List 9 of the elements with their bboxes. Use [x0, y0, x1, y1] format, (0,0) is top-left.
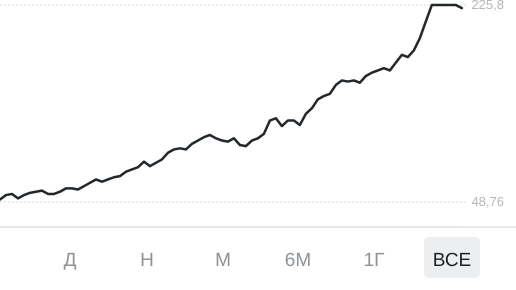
text: Н [140, 250, 154, 271]
text: Д [64, 250, 77, 271]
text: 1Г [364, 250, 384, 271]
y-tick-label: 48,76 [471, 194, 504, 210]
y-tick-label: 225,8 [471, 0, 504, 12]
text: 6М [284, 250, 312, 271]
text: ВСЕ [432, 250, 472, 271]
line-series [0, 4, 464, 201]
text: М [215, 250, 231, 271]
